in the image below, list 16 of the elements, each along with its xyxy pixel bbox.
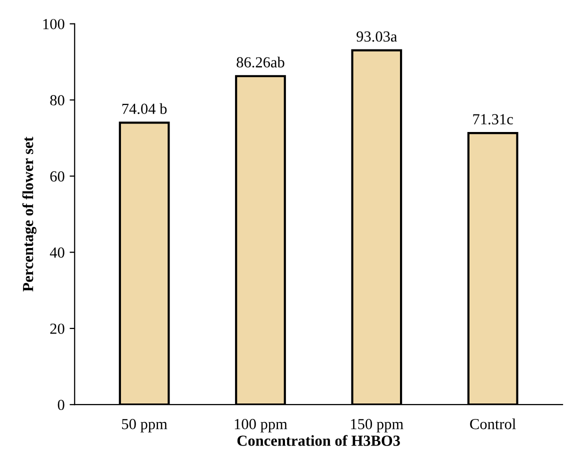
x-tick-label: 150 ppm	[351, 418, 404, 432]
y-tick-label: 100	[43, 18, 64, 30]
data-label: 71.31c	[473, 114, 513, 124]
y-tick-label: 20	[50, 324, 64, 334]
data-label: 93.03a	[356, 31, 398, 42]
y-tick-label: 80	[50, 95, 64, 106]
x-tick-label: Control	[470, 418, 516, 430]
data-label: 74.04 b	[122, 103, 167, 114]
y-tick-label: 0	[58, 400, 64, 410]
x-tick-label: 50 ppm	[122, 418, 168, 432]
x-tick-label: 100 ppm	[234, 418, 288, 432]
y-tick-label: 60	[50, 171, 64, 182]
y-tick-label: 40	[50, 247, 64, 258]
data-label: 86.26ab	[236, 56, 284, 68]
x-axis-title: Concentration of H3BO3	[237, 434, 400, 446]
y-axis-title: Percentage of flower set	[22, 136, 36, 292]
